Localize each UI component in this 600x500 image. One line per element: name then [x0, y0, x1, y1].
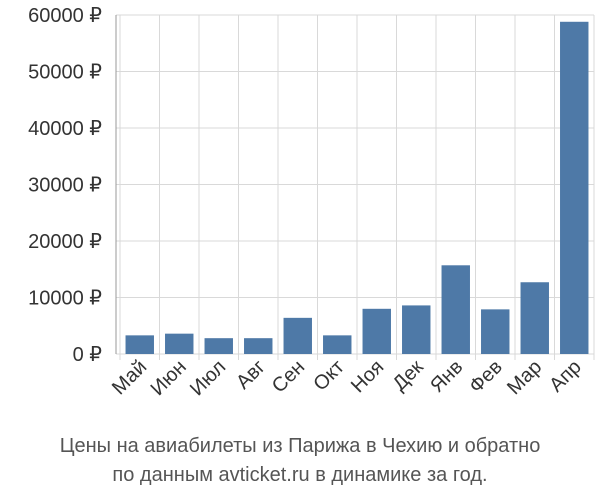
y-tick-label: 0 ₽ — [73, 344, 103, 366]
x-tick-label: Мар — [503, 356, 546, 399]
x-tick-label: Янв — [426, 356, 467, 397]
bar — [204, 338, 233, 354]
grid-lines — [116, 14, 595, 360]
x-tick-label: Июн — [147, 356, 191, 400]
bar — [362, 308, 391, 354]
bar — [560, 21, 589, 355]
bar — [125, 335, 154, 354]
bar — [481, 309, 510, 354]
x-tick-label: Июл — [186, 356, 230, 400]
y-tick-label: 10000 ₽ — [28, 288, 102, 310]
y-tick-label: 30000 ₽ — [28, 175, 102, 197]
chart-caption-line-2: по данным avticket.ru в динамике за год. — [112, 464, 488, 486]
y-tick-label: 60000 ₽ — [28, 5, 102, 27]
x-tick-label: Авг — [232, 356, 270, 394]
y-tick-labels: 0 ₽ 10000 ₽ 20000 ₽ 30000 ₽ 40000 ₽ 50000 ₽ 60… — [28, 5, 102, 366]
bar — [323, 335, 352, 354]
bars — [125, 21, 589, 355]
y-tick-label: 50000 ₽ — [28, 62, 102, 84]
chart-caption-line-1: Цены на авиабилеты из Парижа в Чехию и о… — [59, 435, 541, 457]
x-tick-label: Ноя — [347, 356, 388, 397]
bar — [244, 338, 273, 354]
bar — [441, 265, 470, 354]
y-tick-label: 20000 ₽ — [28, 231, 102, 253]
y-tick-label: 40000 ₽ — [28, 118, 102, 140]
x-tick-label: Май — [108, 356, 151, 399]
bar — [165, 333, 194, 354]
x-tick-label: Окт — [309, 356, 348, 395]
bar — [402, 305, 431, 354]
x-tick-label: Фев — [465, 356, 507, 398]
bar — [520, 282, 549, 354]
x-tick-label: Апр — [545, 356, 586, 397]
x-tick-label: Сен — [268, 356, 309, 397]
x-tick-label: Дек — [389, 356, 428, 395]
bar-chart: 0 ₽ 10000 ₽ 20000 ₽ 30000 ₽ 40000 ₽ 50000 ₽ 60… — [28, 5, 595, 400]
bar — [283, 317, 312, 354]
